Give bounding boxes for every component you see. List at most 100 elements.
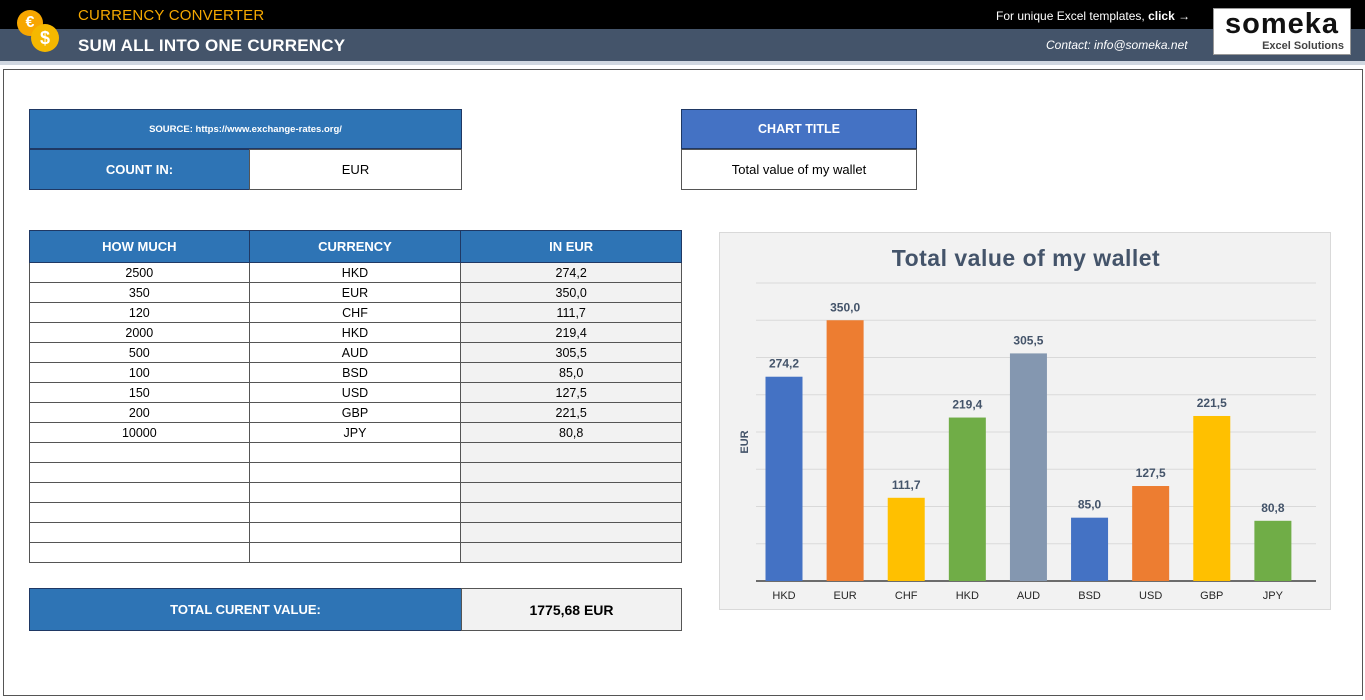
currency-cell[interactable]: EUR xyxy=(248,282,462,303)
amount-cell[interactable]: 350 xyxy=(29,282,250,303)
promo-click-link[interactable]: click → xyxy=(1148,9,1191,23)
table-row xyxy=(29,442,682,463)
dollar-coin-icon: $ xyxy=(31,24,59,52)
count-in-input[interactable]: EUR xyxy=(249,149,462,190)
converted-cell: 305,5 xyxy=(460,342,682,363)
currency-cell[interactable] xyxy=(248,502,462,523)
amount-cell[interactable]: 2000 xyxy=(29,322,250,343)
x-tick-label: HKD xyxy=(772,590,795,602)
converted-cell: 127,5 xyxy=(460,382,682,403)
wallet-chart[interactable]: Total value of my wallet EUR 274,2 HKD 350,… xyxy=(719,232,1331,610)
currency-cell[interactable] xyxy=(248,462,462,483)
amount-cell[interactable] xyxy=(29,502,250,523)
bar-chf xyxy=(887,497,925,581)
data-label: 127,5 xyxy=(1136,466,1166,480)
bar-jpy xyxy=(1254,520,1292,581)
converted-cell: 350,0 xyxy=(460,282,682,303)
amount-cell[interactable] xyxy=(29,522,250,543)
currency-cell[interactable] xyxy=(248,482,462,503)
currency-cell[interactable] xyxy=(248,522,462,543)
converted-cell xyxy=(460,522,682,543)
x-tick-label: EUR xyxy=(833,590,856,602)
header-how-much: HOW MUCH xyxy=(29,230,250,263)
chart-title-input[interactable]: Total value of my wallet xyxy=(681,149,917,190)
amount-cell[interactable]: 2500 xyxy=(29,262,250,283)
converted-cell xyxy=(460,542,682,563)
bar-hkd xyxy=(948,417,986,581)
header-subbar xyxy=(0,29,1365,61)
x-tick-label: USD xyxy=(1139,590,1162,602)
total-label: TOTAL CURENT VALUE: xyxy=(29,588,462,631)
table-row xyxy=(29,542,682,563)
bar-hkd xyxy=(765,376,803,581)
table-row: 2000 HKD 219,4 xyxy=(29,322,682,343)
bar-eur xyxy=(826,320,864,581)
chart-title-label: CHART TITLE xyxy=(681,109,917,149)
amount-cell[interactable] xyxy=(29,442,250,463)
table-row: 150 USD 127,5 xyxy=(29,382,682,403)
currency-cell[interactable]: HKD xyxy=(248,322,462,343)
currency-cell[interactable]: JPY xyxy=(248,422,462,443)
currency-cell[interactable]: AUD xyxy=(248,342,462,363)
table-row xyxy=(29,522,682,543)
logo-tagline: Excel Solutions xyxy=(1262,40,1344,52)
currency-cell[interactable] xyxy=(248,542,462,563)
table-row: 100 BSD 85,0 xyxy=(29,362,682,383)
amount-cell[interactable]: 500 xyxy=(29,342,250,363)
x-tick-label: HKD xyxy=(956,590,979,602)
table-row: 500 AUD 305,5 xyxy=(29,342,682,363)
currency-cell[interactable]: USD xyxy=(248,382,462,403)
currency-cell[interactable] xyxy=(248,442,462,463)
data-label: 80,8 xyxy=(1261,501,1285,515)
converted-cell: 111,7 xyxy=(460,302,682,323)
bar-gbp xyxy=(1193,415,1231,581)
amount-cell[interactable]: 10000 xyxy=(29,422,250,443)
data-label: 305,5 xyxy=(1013,333,1043,347)
table-row xyxy=(29,502,682,523)
data-label: 219,4 xyxy=(952,398,982,412)
data-label: 350,0 xyxy=(830,300,860,314)
data-label: 111,7 xyxy=(892,478,921,492)
x-tick-label: GBP xyxy=(1200,590,1223,602)
currency-cell[interactable]: CHF xyxy=(248,302,462,323)
table-row xyxy=(29,462,682,483)
x-tick-label: CHF xyxy=(895,590,918,602)
header-in-eur: IN EUR xyxy=(460,230,682,263)
x-tick-label: JPY xyxy=(1263,590,1284,602)
header-divider xyxy=(0,61,1365,65)
promo-label: For unique Excel templates, xyxy=(996,9,1149,23)
app-title: CURRENCY CONVERTER xyxy=(78,7,265,24)
logo-wordmark: someka xyxy=(1224,8,1339,40)
amount-cell[interactable]: 150 xyxy=(29,382,250,403)
app-subtitle: SUM ALL INTO ONE CURRENCY xyxy=(78,36,346,55)
amount-cell[interactable] xyxy=(29,482,250,503)
source-label[interactable]: SOURCE: https://www.exchange-rates.org/ xyxy=(29,109,462,149)
converted-cell: 80,8 xyxy=(460,422,682,443)
table-row: 200 GBP 221,5 xyxy=(29,402,682,423)
chart-title: Total value of my wallet xyxy=(891,245,1161,271)
x-tick-label: BSD xyxy=(1078,590,1101,602)
amount-cell[interactable] xyxy=(29,462,250,483)
currency-cell[interactable]: GBP xyxy=(248,402,462,423)
converted-cell: 85,0 xyxy=(460,362,682,383)
amount-cell[interactable] xyxy=(29,542,250,563)
promo-text: For unique Excel templates, click → xyxy=(996,9,1190,23)
someka-logo[interactable]: someka Excel Solutions xyxy=(1213,8,1351,55)
converted-cell xyxy=(460,502,682,523)
data-label: 274,2 xyxy=(769,357,799,371)
total-value: 1775,68 EUR xyxy=(461,588,682,631)
table-row: 2500 HKD 274,2 xyxy=(29,262,682,283)
amount-cell[interactable]: 100 xyxy=(29,362,250,383)
currency-cell[interactable]: HKD xyxy=(248,262,462,283)
bar-bsd xyxy=(1071,517,1109,581)
amount-cell[interactable]: 200 xyxy=(29,402,250,423)
table-row xyxy=(29,482,682,503)
converted-cell xyxy=(460,442,682,463)
currency-table: HOW MUCH CURRENCY IN EUR 2500 HKD 274,2 35… xyxy=(29,230,682,563)
currency-cell[interactable]: BSD xyxy=(248,362,462,383)
contact-email[interactable]: Contact: info@someka.net xyxy=(1046,38,1188,52)
converted-cell xyxy=(460,482,682,503)
amount-cell[interactable]: 120 xyxy=(29,302,250,323)
header-bar xyxy=(0,0,1365,29)
x-tick-label: AUD xyxy=(1017,590,1040,602)
